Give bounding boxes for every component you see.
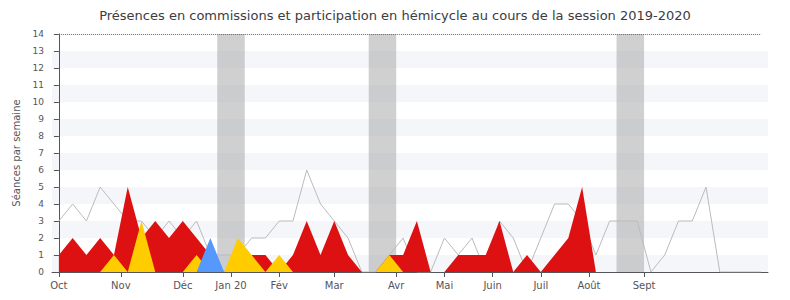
svg-text:0: 0 <box>38 267 44 277</box>
svg-text:11: 11 <box>33 80 44 90</box>
svg-text:10: 10 <box>33 97 45 107</box>
svg-text:6: 6 <box>38 165 44 175</box>
svg-text:Juin: Juin <box>482 280 501 291</box>
svg-text:Sept: Sept <box>633 280 656 291</box>
svg-text:Oct: Oct <box>50 280 67 291</box>
svg-text:Jan 20: Jan 20 <box>214 280 246 291</box>
svg-text:7: 7 <box>38 148 44 158</box>
svg-text:4: 4 <box>38 199 44 209</box>
svg-text:Août: Août <box>577 280 600 291</box>
svg-text:Mai: Mai <box>436 280 454 291</box>
svg-text:2: 2 <box>38 233 44 243</box>
svg-text:1: 1 <box>38 250 44 260</box>
svg-text:12: 12 <box>33 63 44 73</box>
svg-text:5: 5 <box>38 182 44 192</box>
svg-text:14: 14 <box>33 29 45 39</box>
svg-text:9: 9 <box>38 114 44 124</box>
svg-text:Séances par semaine: Séances par semaine <box>11 99 22 206</box>
svg-text:Nov: Nov <box>111 280 131 291</box>
svg-text:3: 3 <box>38 216 44 226</box>
svg-text:Avr: Avr <box>388 280 405 291</box>
svg-text:13: 13 <box>33 46 44 56</box>
svg-text:Juil: Juil <box>532 280 548 291</box>
svg-text:8: 8 <box>38 131 44 141</box>
svg-text:Mar: Mar <box>325 280 345 291</box>
svg-text:Déc: Déc <box>173 280 192 291</box>
svg-text:Fév: Fév <box>271 280 288 291</box>
svg-text:Présences en commissions et pa: Présences en commissions et participatio… <box>99 8 691 23</box>
